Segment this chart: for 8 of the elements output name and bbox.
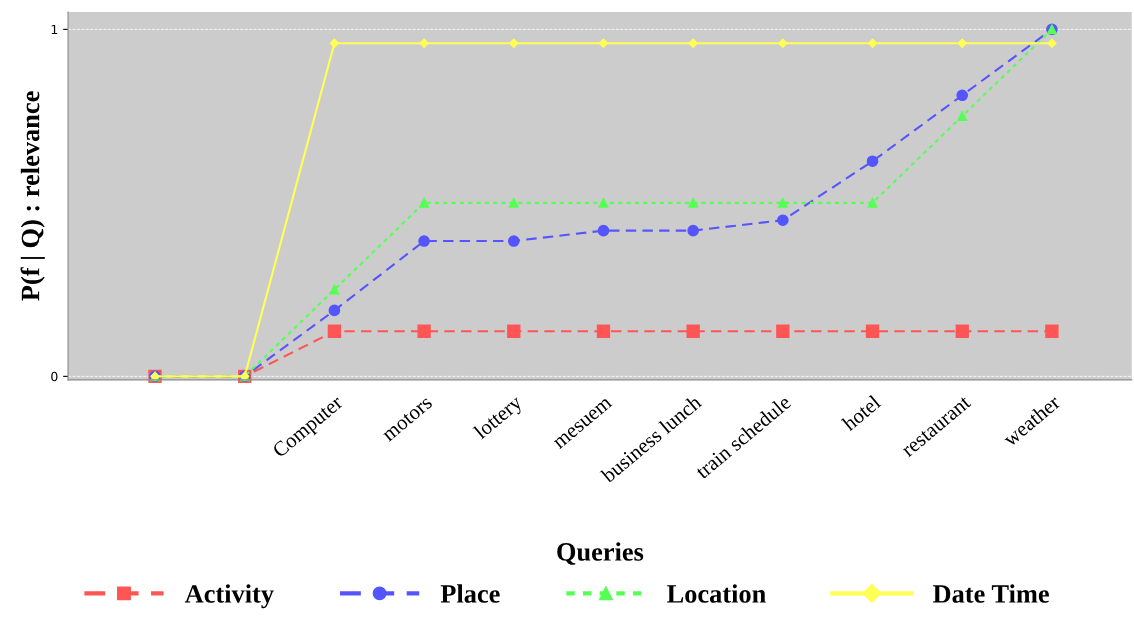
legend-label: Place (440, 584, 500, 603)
y-tick-label: 0 (51, 371, 58, 382)
legend-label: Activity (184, 584, 274, 609)
legend-label: Date Time (933, 584, 1049, 603)
x-axis-title: Queries (557, 542, 644, 565)
y-tick-label: 1 (51, 24, 58, 35)
legend-label: Location (667, 584, 766, 603)
y-axis-title: P(f | Q) : relevance (20, 91, 45, 301)
